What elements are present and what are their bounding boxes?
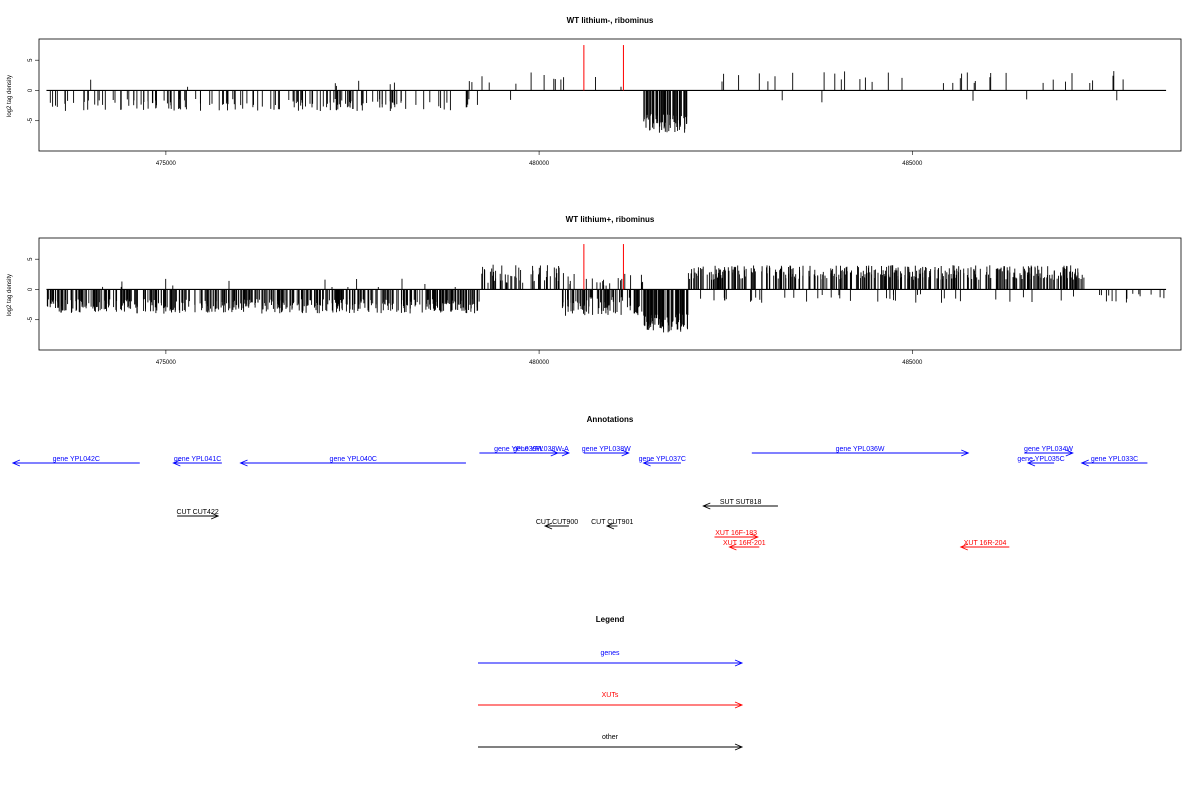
feature-arrow-head — [1026, 459, 1036, 467]
feature-arrow-head — [11, 459, 21, 467]
feature-label: gene YPL042C — [53, 456, 100, 463]
y-axis: -5 0 5 — [28, 257, 39, 322]
legend-item: genes — [478, 650, 744, 667]
y-tick-label: 0 — [28, 287, 34, 291]
annotation-feature: gene YPL037C — [639, 456, 686, 467]
annotation-feature: XUT 16F-183 — [714, 530, 759, 541]
feature-arrow-head — [605, 522, 615, 530]
feature-label: gene YPL035C — [1017, 456, 1064, 463]
feature-arrow-head — [1080, 459, 1089, 467]
x-tick-label: 475000 — [156, 360, 177, 366]
feature-arrow-head — [642, 459, 651, 467]
feature-label: gene YPL034W — [1024, 446, 1073, 453]
y-axis-label: log2 tag density — [7, 274, 13, 316]
annotation-feature: gene YPL038W — [582, 446, 631, 457]
feature-arrow-head — [543, 522, 553, 530]
legend-label: genes — [600, 650, 620, 657]
y-tick-label: 5 — [28, 58, 34, 62]
feature-label: gene YPL040C — [330, 456, 377, 463]
feature-arrow-head — [621, 449, 630, 457]
x-tick-label: 485000 — [902, 161, 923, 167]
x-tick-label: 480000 — [529, 161, 550, 167]
legend-arrow-head — [734, 659, 744, 667]
x-axis: 475000 480000 485000 — [156, 350, 923, 366]
annotation-feature: gene YPL042C — [11, 456, 140, 467]
y-axis: -5 0 5 — [28, 58, 39, 123]
annotation-feature: gene YPL038W-A — [512, 446, 571, 457]
feature-label: gene YPL041C — [174, 456, 221, 463]
feature-arrow-head — [750, 533, 759, 541]
signal-panel-lithium-minus: WT lithium-, ribominus log2 tag density … — [7, 16, 1182, 167]
legend-item: other — [478, 734, 744, 751]
feature-arrow-head — [1065, 449, 1074, 457]
y-tick-label: 0 — [28, 88, 34, 92]
panel-title: WT lithium+, ribominus — [566, 215, 655, 224]
annotation-feature: gene YPL040C — [239, 456, 466, 467]
legend-items: genes XUTs other — [478, 650, 744, 751]
x-tick-label: 475000 — [156, 161, 177, 167]
feature-label: gene YPL039W — [494, 446, 543, 453]
annotations-track: Annotations gene YPL042C gene YPL041C gene… — [11, 415, 1148, 551]
annotations-title: Annotations — [587, 415, 634, 424]
signal-bars — [49, 71, 1124, 133]
feature-arrow-head — [961, 449, 970, 457]
feature-label: gene YPL038W — [582, 446, 631, 453]
legend-label: XUTs — [602, 692, 619, 699]
feature-label: CUT CUT900 — [536, 519, 578, 526]
legend-arrow-head — [734, 743, 744, 751]
feature-arrow-head — [239, 459, 248, 467]
annotation-feature: gene YPL036W — [751, 446, 970, 457]
feature-label: CUT CUT901 — [591, 519, 633, 526]
legend-arrow-head — [734, 701, 744, 709]
legend-label: other — [602, 734, 619, 741]
y-tick-label: -5 — [28, 117, 34, 123]
feature-label: XUT 16R-204 — [964, 540, 1007, 547]
highlight-marks — [583, 45, 624, 91]
signal-panel-lithium-plus: WT lithium+, ribominus log2 tag density … — [7, 215, 1182, 366]
feature-arrow-head — [561, 449, 571, 457]
annotation-feature: CUT CUT901 — [591, 519, 633, 530]
annotation-feature: CUT CUT900 — [536, 519, 578, 530]
annotation-feature: gene YPL033C — [1080, 456, 1148, 467]
feature-arrow-head — [959, 543, 968, 551]
highlight-marks — [583, 244, 624, 290]
x-tick-label: 480000 — [529, 360, 550, 366]
panel-title: WT lithium-, ribominus — [567, 16, 654, 25]
feature-label: XUT 16F-183 — [715, 530, 757, 537]
y-tick-label: 5 — [28, 257, 34, 261]
feature-label: gene YPL033C — [1091, 456, 1138, 463]
annotation-feature: XUT 16R-204 — [959, 540, 1010, 551]
plot-frame — [38, 237, 1182, 351]
annotation-feature: gene YPL041C — [172, 456, 222, 467]
annotation-feature: gene YPL035C — [1017, 456, 1065, 467]
feature-label: gene YPL037C — [639, 456, 686, 463]
annotation-feature: CUT CUT422 — [176, 509, 220, 520]
y-tick-label: -5 — [28, 316, 34, 322]
x-axis: 475000 480000 485000 — [156, 151, 923, 167]
legend: Legend genes XUTs other — [478, 615, 744, 751]
plot-frame — [38, 38, 1182, 152]
annotation-feature: SUT SUT818 — [702, 499, 778, 510]
feature-label: CUT CUT422 — [176, 509, 218, 516]
annotation-feature: XUT 16R-201 — [723, 540, 766, 551]
feature-arrow-head — [172, 459, 181, 467]
annotation-feature: gene YPL034W — [1024, 446, 1074, 457]
x-tick-label: 485000 — [902, 360, 923, 366]
feature-label: gene YPL036W — [836, 446, 885, 453]
annotation-features: gene YPL042C gene YPL041C gene YPL040C gene… — [11, 446, 1148, 551]
feature-arrow-head — [210, 512, 220, 520]
feature-label: XUT 16R-201 — [723, 540, 766, 547]
feature-arrow-head — [728, 543, 737, 551]
y-axis-label: log2 tag density — [7, 75, 13, 117]
feature-arrow-head — [702, 502, 711, 510]
legend-title: Legend — [596, 615, 625, 624]
feature-label: SUT SUT818 — [720, 499, 762, 506]
signal-bars — [46, 264, 1165, 333]
feature-label: gene YPL038W-A — [513, 446, 569, 453]
legend-item: XUTs — [478, 692, 744, 709]
